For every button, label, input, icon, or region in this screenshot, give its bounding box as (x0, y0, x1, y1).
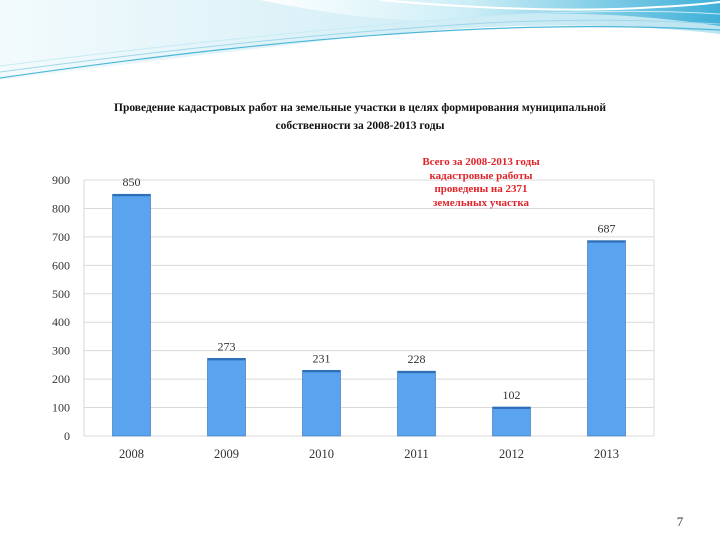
total-annotation-line-2: кадастровые работы (429, 169, 533, 182)
data-labels: 850 273 231 228 102 687 (123, 175, 616, 402)
x-tick-label-2013: 2013 (594, 447, 619, 461)
x-tick-label-2009: 2009 (214, 447, 239, 461)
data-label-2011: 228 (408, 352, 426, 366)
chart-bars (112, 193, 626, 437)
bar-top-edge-2013 (587, 240, 626, 243)
y-tick-label-600: 600 (52, 258, 70, 272)
y-tick-label-500: 500 (52, 287, 70, 301)
x-tick-label-2010: 2010 (309, 447, 334, 461)
total-annotation: Всего за 2008-2013 годы кадастровые рабо… (402, 156, 560, 210)
y-axis-tick-labels: 0 100 200 300 400 500 600 700 800 900 (52, 173, 70, 443)
bar-top-edge-2008 (112, 194, 151, 197)
data-label-2013: 687 (598, 222, 616, 236)
total-annotation-line-1: Всего за 2008-2013 годы (422, 156, 540, 168)
total-annotation-line-3: проведены на 2371 (434, 183, 528, 195)
y-tick-label-0: 0 (64, 429, 70, 443)
x-tick-label-2011: 2011 (404, 447, 429, 461)
y-tick-label-900: 900 (52, 173, 70, 187)
chart-title-line-2: собственности за 2008-2013 годы (275, 120, 445, 132)
bar-top-edge-2009 (207, 358, 246, 361)
bar-top-edge-2012 (492, 406, 531, 409)
bar-2009 (207, 358, 246, 437)
bar-2008 (112, 193, 151, 437)
data-label-2010: 231 (313, 351, 331, 365)
data-label-2012: 102 (503, 388, 521, 402)
bar-2013 (587, 240, 626, 437)
y-tick-label-800: 800 (52, 201, 70, 215)
chart-title: Проведение кадастровых работ на земельны… (40, 99, 680, 135)
page-number: 7 (676, 514, 684, 529)
bar-top-edge-2010 (302, 370, 341, 373)
y-tick-label-100: 100 (52, 401, 70, 415)
bar-2012 (492, 406, 531, 437)
y-tick-label-700: 700 (52, 230, 70, 244)
x-axis-tick-labels: 2008 2009 2010 2011 2012 2013 (119, 447, 619, 461)
chart-gridlines (83, 179, 655, 437)
data-label-2008: 850 (123, 175, 141, 189)
data-label-2009: 273 (218, 339, 236, 353)
bar-top-edge-2011 (397, 371, 436, 374)
y-tick-label-400: 400 (52, 315, 70, 329)
header-wave-decoration (0, 0, 720, 80)
y-tick-label-200: 200 (52, 372, 70, 386)
x-tick-label-2008: 2008 (119, 447, 144, 461)
y-tick-label-300: 300 (52, 344, 70, 358)
x-tick-label-2012: 2012 (499, 447, 524, 461)
bar-2011 (397, 370, 436, 437)
total-annotation-line-4: земельных участка (432, 196, 529, 209)
chart-title-line-1: Проведение кадастровых работ на земельны… (114, 102, 606, 114)
bar-2010 (302, 369, 341, 437)
